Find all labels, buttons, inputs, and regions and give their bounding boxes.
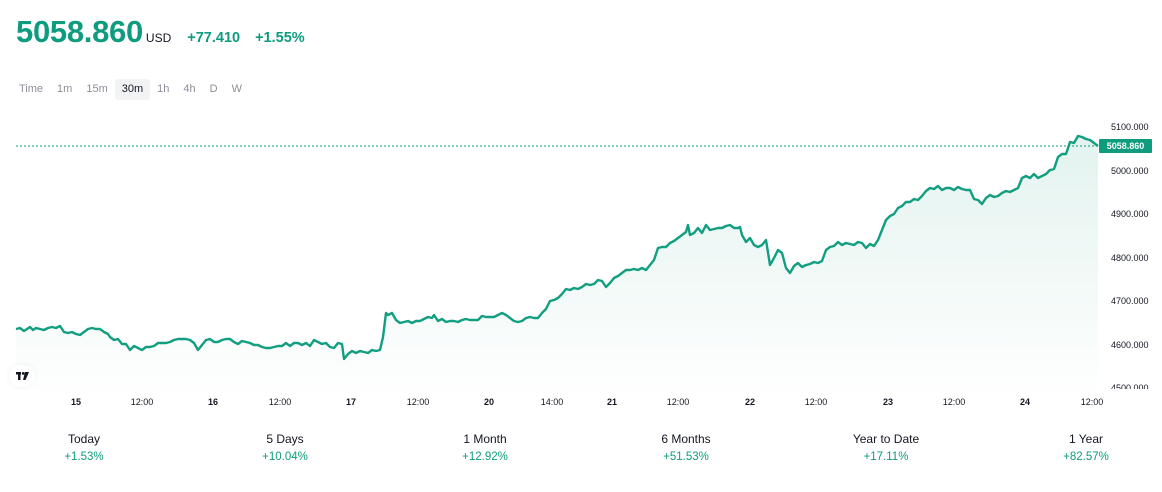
x-axis-label: 12:00: [406, 397, 430, 407]
x-axis-label: 12:00: [804, 397, 828, 407]
x-axis-label: 12:00: [268, 397, 292, 407]
x-axis-label: 20: [483, 397, 495, 407]
x-axis-label: 24: [1019, 397, 1031, 407]
x-axis-label: 12:00: [942, 397, 966, 407]
stat-label: Today: [67, 432, 101, 446]
x-axis-label: 17: [345, 397, 357, 407]
stat-1-year[interactable]: 1 Year +82.57%: [1063, 432, 1109, 463]
stat-label: 1 Month: [463, 432, 507, 446]
interval-4h[interactable]: 4h: [183, 83, 196, 95]
stat-value: +51.53%: [663, 451, 709, 463]
price-change-percent: +1.55%: [255, 30, 305, 46]
price-line: [15, 134, 1099, 361]
stat-6-months[interactable]: 6 Months +51.53%: [661, 432, 710, 463]
price-chart[interactable]: [0, 110, 1162, 410]
stat-label: 5 Days: [266, 432, 304, 446]
currency-label: USD: [145, 31, 172, 45]
x-axis-label: 12:00: [130, 397, 154, 407]
stat-year-to-date[interactable]: Year to Date +17.11%: [853, 432, 919, 463]
stat-value: +17.11%: [863, 451, 909, 463]
interval-w[interactable]: W: [231, 83, 242, 95]
interval-1h[interactable]: 1h: [157, 83, 170, 95]
y-axis-label: 5100.000: [1111, 122, 1149, 132]
x-axis-label: 21: [606, 397, 618, 407]
tradingview-logo-glyph: [15, 372, 29, 380]
y-axis-label: 4800.000: [1111, 253, 1149, 263]
x-axis-label: 23: [882, 397, 894, 407]
stat-5-days[interactable]: 5 Days +10.04%: [262, 432, 308, 463]
x-axis-label: 22: [744, 397, 756, 407]
stat-label: 6 Months: [661, 432, 711, 446]
interval-15m[interactable]: 15m: [86, 83, 108, 95]
y-axis-label: 4500.000: [1111, 383, 1149, 389]
stat-value: +82.57%: [1063, 451, 1109, 463]
tradingview-logo-icon[interactable]: [9, 365, 35, 387]
price-area: [16, 136, 1098, 400]
interval-time[interactable]: Time: [19, 83, 44, 95]
y-axis-label: 4900.000: [1111, 209, 1149, 219]
stat-1-month[interactable]: 1 Month +12.92%: [462, 432, 508, 463]
x-axis-label: 12:00: [666, 397, 690, 407]
interval-d[interactable]: D: [209, 83, 218, 95]
interval-selector: Time 1m 15m 30m 1h 4h D W: [12, 79, 249, 100]
interval-1m[interactable]: 1m: [57, 83, 73, 95]
x-axis-label: 14:00: [540, 397, 564, 407]
last-price-tag: 5058.860: [1099, 139, 1152, 153]
y-axis-label: 4600.000: [1111, 340, 1149, 350]
stat-value: +1.53%: [64, 451, 104, 463]
stat-value: +12.92%: [462, 451, 508, 463]
stat-label: 1 Year: [1068, 432, 1104, 446]
stat-value: +10.04%: [262, 451, 308, 463]
y-axis-label: 5000.000: [1111, 166, 1149, 176]
price-change: +77.410: [187, 30, 241, 46]
current-price: 5058.860: [16, 14, 143, 49]
stat-label: Year to Date: [852, 432, 920, 446]
x-axis-label: 15: [70, 397, 82, 407]
y-axis-label: 4700.000: [1111, 296, 1149, 306]
stat-today[interactable]: Today +1.53%: [64, 432, 103, 463]
x-axis-label: 12:00: [1080, 397, 1104, 407]
price-header: 5058.860 USD +77.410 +1.55%: [16, 14, 305, 50]
x-axis-label: 16: [207, 397, 219, 407]
performance-stats: Today +1.53% 5 Days +10.04% 1 Month +12.…: [0, 432, 1162, 472]
interval-30m[interactable]: 30m: [114, 79, 151, 100]
